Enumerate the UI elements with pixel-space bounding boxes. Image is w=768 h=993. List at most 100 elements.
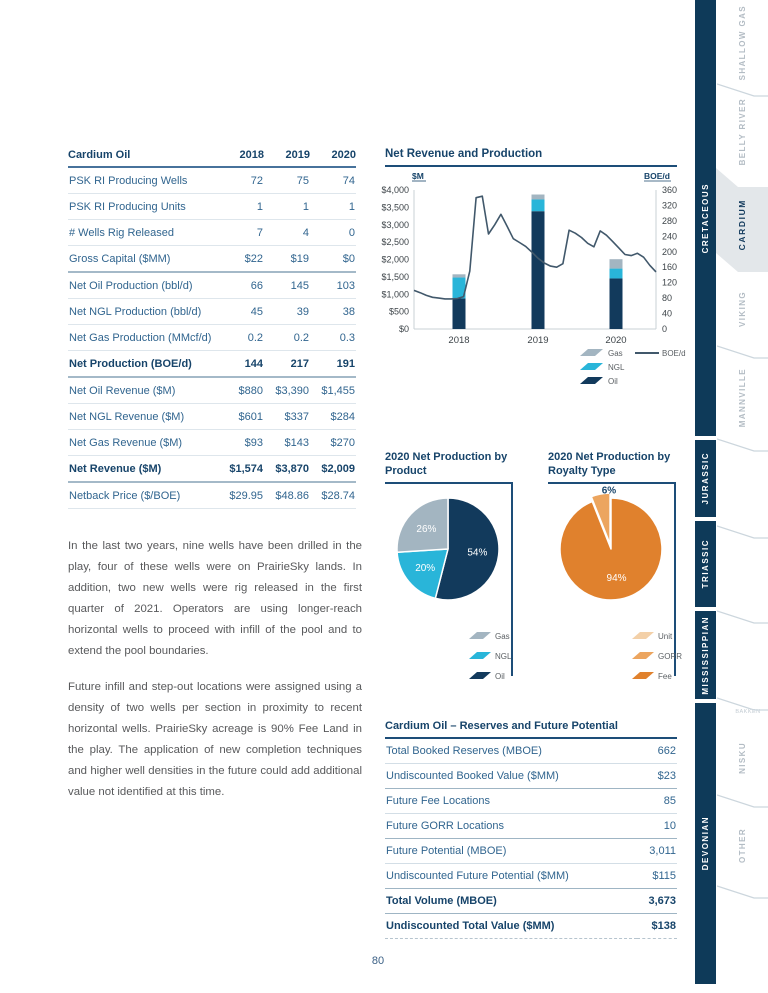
- svg-text:20%: 20%: [415, 563, 435, 574]
- tab-divider-chevron: [717, 794, 768, 808]
- svg-text:$2,000: $2,000: [381, 255, 409, 265]
- table-row: # Wells Rig Released 7 4 0: [68, 219, 356, 246]
- svg-text:94%: 94%: [607, 573, 627, 584]
- period-label: DEVONIAN: [701, 816, 710, 871]
- period-band-cretaceous: CRETACEOUS: [695, 0, 716, 436]
- svg-text:26%: 26%: [416, 524, 436, 535]
- row-value: $29.95: [218, 482, 264, 509]
- row-label: PSK RI Producing Units: [68, 193, 218, 220]
- table-row: Total Booked Reserves (MBOE) 662: [385, 739, 677, 764]
- period-label: TRIASSIC: [701, 539, 710, 589]
- svg-text:120: 120: [662, 278, 677, 288]
- row-value: $337: [264, 403, 310, 430]
- stats-year-col: 2018: [218, 147, 264, 168]
- row-value: $93: [218, 429, 264, 456]
- table-row: Net Gas Production (MMcf/d) 0.2 0.2 0.3: [68, 324, 356, 351]
- table-row: Net NGL Production (bbl/d) 45 39 38: [68, 298, 356, 325]
- row-value: 217: [264, 350, 310, 378]
- svg-text:2020: 2020: [605, 335, 626, 346]
- svg-text:$0: $0: [399, 324, 409, 334]
- table-row: Undiscounted Future Potential ($MM) $115: [385, 863, 677, 889]
- row-label: Total Volume (MBOE): [385, 888, 637, 914]
- row-value: 1: [218, 193, 264, 220]
- svg-text:Gas: Gas: [495, 632, 510, 641]
- table-row: Total Volume (MBOE) 3,673: [385, 888, 677, 914]
- sidebar-tab-other[interactable]: OTHER: [717, 806, 767, 885]
- row-value: $1,574: [218, 455, 264, 483]
- svg-text:280: 280: [662, 216, 677, 226]
- tab-divider-chevron: [717, 610, 768, 624]
- reserves-table-title: Cardium Oil – Reserves and Future Potent…: [385, 720, 677, 739]
- page-number: 80: [371, 955, 385, 967]
- svg-text:54%: 54%: [467, 548, 487, 559]
- period-band-mississippian: MISSISSIPPIAN: [695, 611, 716, 699]
- row-value: $284: [310, 403, 356, 430]
- svg-text:6%: 6%: [602, 486, 617, 497]
- row-value: $115: [636, 863, 677, 889]
- period-band-jurassic: JURASSIC: [695, 440, 716, 517]
- reserves-table-body: Total Booked Reserves (MBOE) 662 Undiscoun…: [385, 739, 677, 939]
- row-value: $143: [264, 429, 310, 456]
- stats-table-header: Cardium Oil 2018 2019 2020: [68, 147, 356, 168]
- row-value: $28.74: [310, 482, 356, 509]
- svg-text:$1,000: $1,000: [381, 289, 409, 299]
- tab-divider-chevron: [717, 345, 768, 359]
- svg-text:40: 40: [662, 309, 672, 319]
- sidebar-tab-nisku[interactable]: NISKU: [717, 722, 767, 794]
- production-by-royalty-pie: 94% 6% Unit GORR Fee: [559, 486, 682, 681]
- row-value: $23: [636, 763, 677, 789]
- row-label: Gross Capital ($MM): [68, 245, 218, 273]
- sidebar-tab-bakken[interactable]: BAKKEN: [735, 709, 761, 715]
- row-value: $3,870: [264, 455, 310, 483]
- svg-text:BOE/d: BOE/d: [662, 349, 686, 358]
- table-row: Net Production (BOE/d) 144 217 191: [68, 350, 356, 378]
- production-by-product-pie: 54% 20% 26% Gas NGL Oil: [396, 497, 512, 681]
- tab-divider-chevron: [717, 438, 768, 452]
- sidebar-tab-shallow-gas[interactable]: SHALLOW GAS: [717, 2, 767, 84]
- row-label: Net Production (BOE/d): [68, 350, 218, 378]
- table-row: PSK RI Producing Wells 72 75 74: [68, 167, 356, 194]
- svg-text:360: 360: [662, 185, 677, 195]
- table-row: Undiscounted Total Value ($MM) $138: [385, 913, 677, 939]
- table-row: Net NGL Revenue ($M) $601 $337 $284: [68, 403, 356, 430]
- row-value: 3,011: [636, 838, 677, 864]
- svg-text:160: 160: [662, 262, 677, 272]
- row-label: Net Gas Production (MMcf/d): [68, 324, 218, 351]
- row-value: $601: [218, 403, 264, 430]
- svg-text:$M: $M: [412, 171, 424, 181]
- sidebar-tab-cardium[interactable]: CARDIUM: [716, 168, 768, 272]
- svg-text:Gas: Gas: [608, 349, 623, 358]
- row-label: Total Booked Reserves (MBOE): [385, 739, 637, 764]
- svg-text:0: 0: [662, 324, 667, 334]
- stats-year-col: 2019: [264, 147, 310, 168]
- sidebar-tab-viking[interactable]: VIKING: [717, 274, 767, 344]
- row-value: 144: [218, 350, 264, 378]
- row-label: Net Gas Revenue ($M): [68, 429, 218, 456]
- table-row: Undiscounted Booked Value ($MM) $23: [385, 763, 677, 789]
- row-value: 75: [264, 167, 310, 194]
- row-label: Undiscounted Future Potential ($MM): [385, 863, 637, 889]
- table-row: Net Oil Production (bbl/d) 66 145 103: [68, 272, 356, 299]
- svg-text:$3,500: $3,500: [381, 202, 409, 212]
- row-value: $19: [264, 245, 310, 273]
- sidebar-tab-mannville[interactable]: MANNVILLE: [717, 358, 767, 438]
- pie-royalty-section: 2020 Net Production by Royalty Type 94% 6…: [548, 450, 682, 681]
- table-row: Netback Price ($/BOE) $29.95 $48.86 $28.74: [68, 482, 356, 509]
- reserves-table-section: Cardium Oil – Reserves and Future Potent…: [385, 720, 677, 939]
- svg-text:$1,500: $1,500: [381, 272, 409, 282]
- svg-text:Oil: Oil: [495, 672, 505, 681]
- pie-royalty-title: 2020 Net Production by Royalty Type: [548, 451, 671, 477]
- row-label: Net NGL Revenue ($M): [68, 403, 218, 430]
- table-row: Net Revenue ($M) $1,574 $3,870 $2,009: [68, 455, 356, 483]
- row-value: 72: [218, 167, 264, 194]
- sidebar-tab-belly-river[interactable]: BELLY RIVER: [717, 96, 767, 168]
- row-value: 3,673: [636, 888, 677, 914]
- svg-text:320: 320: [662, 200, 677, 210]
- table-row: Gross Capital ($MM) $22 $19 $0: [68, 245, 356, 273]
- svg-text:BOE/d: BOE/d: [644, 171, 670, 181]
- row-label: Net Oil Revenue ($M): [68, 377, 218, 404]
- paragraph-drilling-activity: In the last two years, nine wells have b…: [68, 540, 362, 658]
- svg-text:2018: 2018: [448, 335, 469, 346]
- pie-product-title: 2020 Net Production by Product: [385, 451, 508, 477]
